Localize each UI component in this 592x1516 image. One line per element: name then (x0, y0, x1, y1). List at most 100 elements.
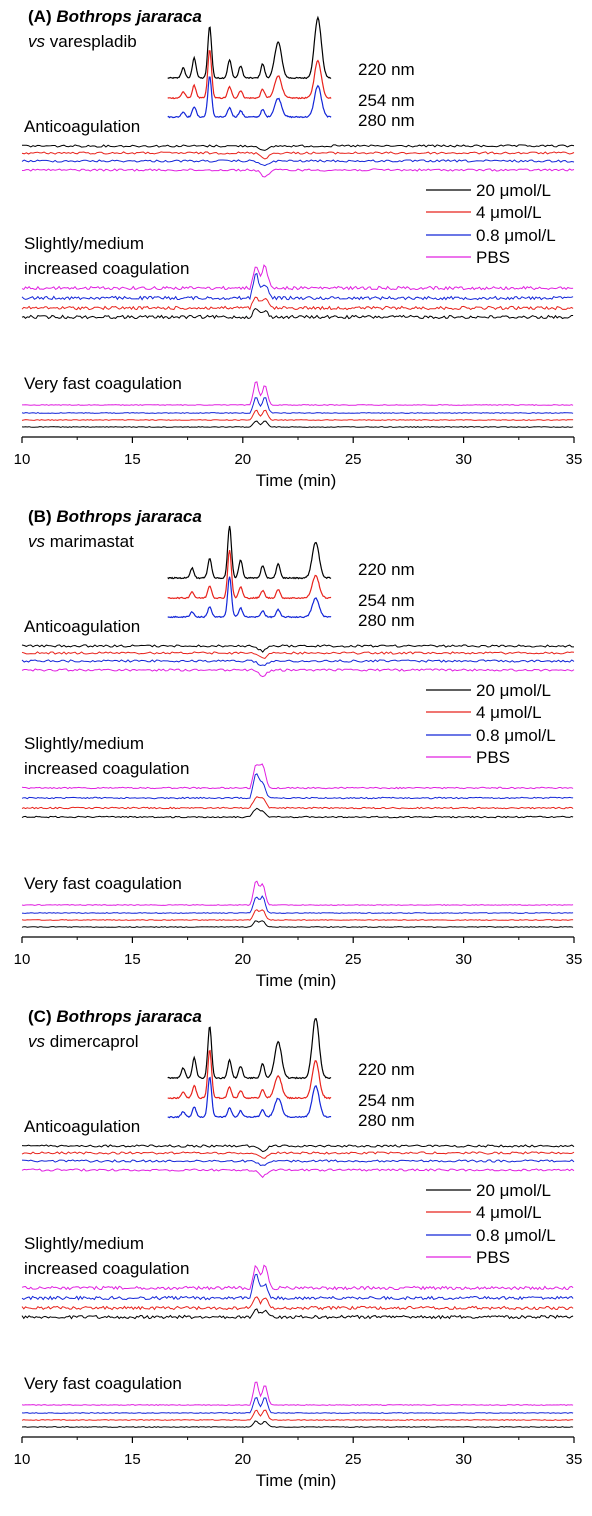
legend-label-3: PBS (476, 248, 510, 267)
panel-subtitle: vs varespladib (28, 32, 137, 51)
medium-coag-trace-0 (21, 807, 574, 819)
x-tick-label: 30 (455, 951, 472, 968)
anticoag-trace-3 (21, 668, 575, 678)
legend-label-0: 20 μmol/L (476, 181, 551, 200)
uv-trace-254 (167, 549, 332, 600)
track-label-medium-2: increased coagulation (24, 259, 189, 278)
x-tick-label: 15 (124, 1451, 141, 1468)
anticoag-trace-1 (21, 1151, 575, 1159)
medium-coag-trace-2 (21, 272, 574, 301)
anticoag-trace-3 (21, 168, 575, 178)
x-tick-label: 35 (566, 1451, 583, 1468)
medium-coag-trace-0 (21, 308, 574, 320)
track-label-anticoagulation: Anticoagulation (24, 117, 140, 136)
panel-subtitle: vs dimercaprol (28, 1032, 139, 1051)
x-axis-label: Time (min) (256, 971, 337, 990)
track-label-medium-2: increased coagulation (24, 1259, 189, 1278)
medium-coag-trace-3 (21, 264, 574, 291)
legend-label-3: PBS (476, 748, 510, 767)
x-tick-label: 15 (124, 451, 141, 468)
x-axis-label: Time (min) (256, 471, 337, 490)
x-tick-label: 10 (14, 451, 31, 468)
x-tick-label: 25 (345, 1451, 362, 1468)
uv-trace-254 (167, 1049, 332, 1100)
fast-coag-trace-3 (21, 1381, 574, 1406)
anticoag-trace-2 (21, 159, 575, 167)
fast-coag-trace-2 (21, 397, 574, 414)
anticoag-trace-0 (21, 1144, 575, 1153)
track-label-medium-1: Slightly/medium (24, 234, 144, 253)
uv-label-254: 254 nm (358, 91, 415, 110)
anticoag-trace-1 (21, 651, 575, 659)
fast-coag-trace-1 (21, 409, 574, 421)
uv-trace-254 (167, 50, 332, 100)
panel-title: (A) Bothrops jararaca (28, 7, 202, 26)
fast-coag-trace-1 (21, 909, 574, 921)
uv-label-254: 254 nm (358, 591, 415, 610)
uv-trace-280 (167, 76, 332, 119)
x-axis-label: Time (min) (256, 1471, 337, 1490)
medium-coag-trace-1 (21, 796, 574, 810)
anticoag-trace-2 (21, 1159, 575, 1167)
uv-trace-280 (167, 576, 332, 619)
legend-label-0: 20 μmol/L (476, 681, 551, 700)
track-label-fast: Very fast coagulation (24, 374, 182, 393)
legend-label-1: 4 μmol/L (476, 703, 542, 722)
fast-coag-trace-3 (21, 880, 574, 906)
medium-coag-trace-1 (21, 1296, 574, 1311)
fast-coag-trace-3 (22, 381, 574, 406)
uv-trace-220 (167, 1017, 332, 1080)
track-label-fast: Very fast coagulation (24, 1374, 182, 1393)
legend-label-2: 0.8 μmol/L (476, 226, 556, 245)
track-label-fast: Very fast coagulation (24, 874, 182, 893)
anticoag-trace-2 (21, 659, 575, 667)
x-tick-label: 10 (14, 951, 31, 968)
uv-trace-280 (167, 1076, 332, 1119)
uv-trace-220 (167, 15, 332, 80)
legend-label-2: 0.8 μmol/L (476, 726, 556, 745)
medium-coag-trace-2 (21, 1273, 574, 1301)
anticoag-trace-0 (21, 644, 574, 653)
medium-coag-trace-0 (21, 1308, 574, 1320)
fast-coag-trace-2 (21, 1396, 574, 1414)
fast-coag-trace-0 (21, 920, 574, 928)
anticoag-trace-0 (21, 144, 575, 151)
uv-label-220: 220 nm (358, 560, 415, 579)
x-tick-label: 15 (124, 951, 141, 968)
fast-coag-trace-2 (21, 895, 574, 914)
uv-label-280: 280 nm (358, 1111, 415, 1130)
medium-coag-trace-3 (21, 763, 574, 790)
medium-coag-trace-3 (21, 1264, 574, 1291)
x-tick-label: 35 (566, 951, 583, 968)
x-tick-label: 20 (234, 1451, 251, 1468)
legend-label-1: 4 μmol/L (476, 1203, 542, 1222)
anticoag-trace-1 (21, 151, 575, 160)
uv-label-280: 280 nm (358, 611, 415, 630)
track-label-anticoagulation: Anticoagulation (24, 1117, 140, 1136)
medium-coag-trace-2 (21, 773, 574, 800)
x-tick-label: 30 (455, 1451, 472, 1468)
uv-trace-220 (167, 525, 332, 580)
track-label-anticoagulation: Anticoagulation (24, 617, 140, 636)
x-tick-label: 25 (345, 451, 362, 468)
x-tick-label: 20 (234, 951, 251, 968)
panel-subtitle: vs marimastat (28, 532, 134, 551)
x-tick-label: 10 (14, 1451, 31, 1468)
anticoag-trace-3 (21, 1168, 575, 1179)
x-tick-label: 25 (345, 951, 362, 968)
track-label-medium-1: Slightly/medium (24, 734, 144, 753)
panel-title: (C) Bothrops jararaca (28, 1007, 202, 1026)
legend-label-2: 0.8 μmol/L (476, 1226, 556, 1245)
uv-label-254: 254 nm (358, 1091, 415, 1110)
fast-coag-trace-0 (21, 420, 574, 428)
panel-title: (B) Bothrops jararaca (28, 507, 202, 526)
uv-label-280: 280 nm (358, 111, 415, 130)
legend-label-3: PBS (476, 1248, 510, 1267)
fast-coag-trace-0 (21, 1420, 574, 1428)
fast-coag-trace-1 (21, 1409, 574, 1421)
x-tick-label: 30 (455, 451, 472, 468)
medium-coag-trace-1 (21, 296, 574, 311)
uv-label-220: 220 nm (358, 1060, 415, 1079)
legend-label-1: 4 μmol/L (476, 203, 542, 222)
